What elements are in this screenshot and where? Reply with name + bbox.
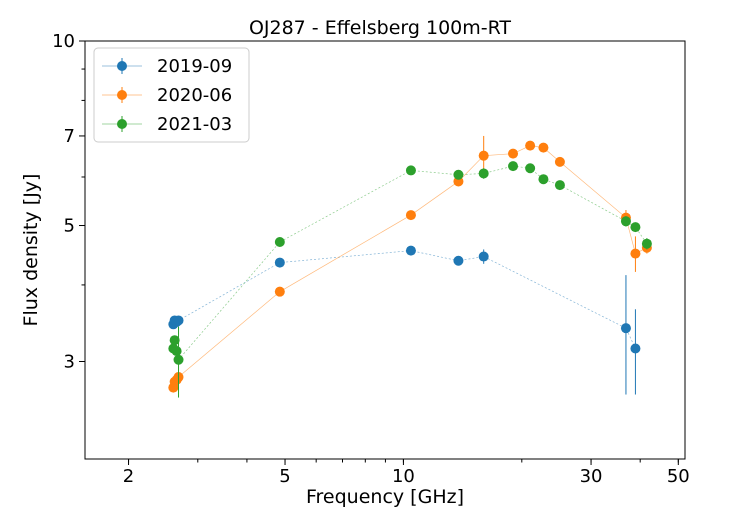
- x-tick-label: 5: [279, 466, 290, 487]
- legend-item: 2020-06: [102, 85, 232, 106]
- data-point: [630, 343, 641, 354]
- series-2021-03: [168, 161, 652, 398]
- y-tick-label: 3: [64, 352, 75, 373]
- data-point: [405, 210, 416, 221]
- legend-marker: [117, 61, 127, 71]
- y-tick-label: 5: [64, 216, 75, 237]
- data-point: [405, 165, 416, 176]
- legend: 2019-09 2020-06 2021-03: [93, 47, 250, 143]
- data-point: [453, 169, 464, 180]
- data-point: [274, 236, 285, 247]
- data-point: [478, 168, 489, 179]
- legend-item: 2019-09: [102, 56, 232, 77]
- y-axis: 3 5 7 10: [52, 31, 85, 373]
- series-line: [173, 145, 648, 388]
- y-tick-label: 10: [52, 31, 75, 52]
- data-point: [620, 323, 631, 334]
- data-point: [171, 346, 182, 357]
- x-tick-label: 50: [667, 466, 690, 487]
- data-point: [274, 257, 285, 268]
- chart-title: OJ287 - Effelsberg 100m-RT: [249, 17, 511, 39]
- y-tick-label: 7: [64, 126, 75, 147]
- data-point: [538, 142, 549, 153]
- x-axis-label: Frequency [GHz]: [306, 486, 464, 508]
- legend-marker: [117, 90, 127, 100]
- legend-box: [93, 47, 250, 143]
- series-line: [172, 165, 648, 361]
- data-point: [525, 163, 536, 174]
- data-point: [508, 161, 519, 172]
- data-point: [169, 335, 180, 346]
- series-2020-06: [168, 135, 652, 393]
- plot-marks: [168, 135, 652, 398]
- x-tick-label: 10: [392, 466, 415, 487]
- y-axis-label: Flux density [Jy]: [20, 174, 42, 327]
- data-point: [641, 238, 652, 249]
- data-point: [538, 174, 549, 185]
- data-point: [508, 148, 519, 159]
- legend-marker: [117, 119, 127, 129]
- legend-item: 2021-03: [102, 114, 232, 135]
- data-point: [525, 140, 536, 151]
- data-point: [478, 251, 489, 262]
- data-point: [173, 315, 184, 326]
- data-point: [620, 216, 631, 227]
- data-point: [478, 150, 489, 161]
- data-point: [173, 354, 184, 365]
- data-point: [630, 248, 641, 259]
- legend-label: 2019-09: [157, 56, 232, 77]
- legend-label: 2021-03: [157, 114, 232, 135]
- data-point: [453, 255, 464, 266]
- data-point: [630, 222, 641, 233]
- data-point: [554, 156, 565, 167]
- x-tick-label: 2: [123, 466, 134, 487]
- series-2019-09: [168, 245, 641, 395]
- data-point: [274, 286, 285, 297]
- x-tick-label: 30: [580, 466, 603, 487]
- legend-label: 2020-06: [157, 85, 232, 106]
- data-point: [554, 180, 565, 191]
- series-line: [173, 250, 636, 349]
- data-point: [405, 245, 416, 256]
- x-axis: 2 5 10 30 50: [123, 459, 690, 487]
